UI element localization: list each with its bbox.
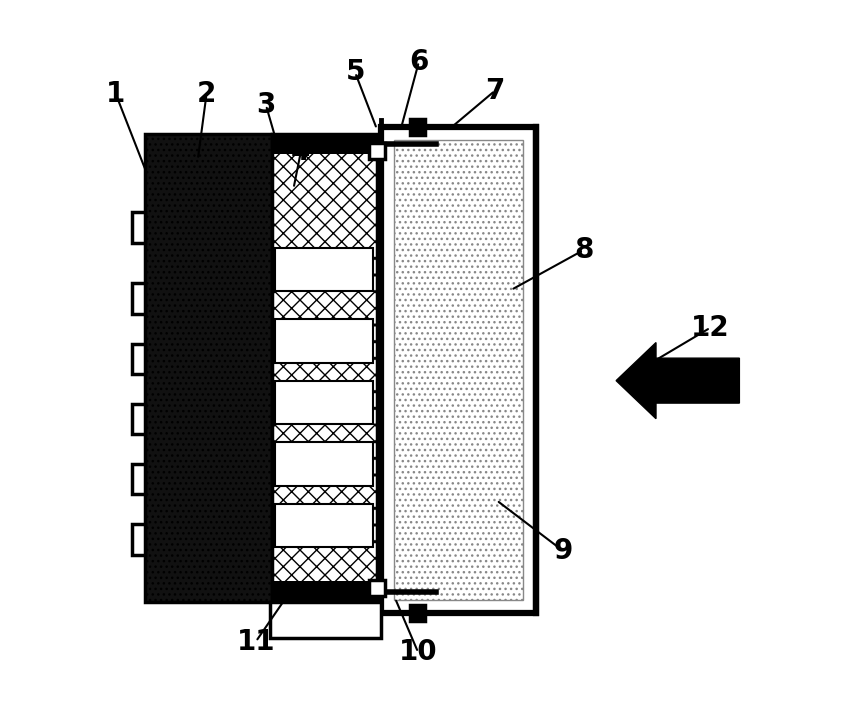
Bar — [131, 283, 145, 314]
Bar — [131, 524, 145, 555]
Bar — [271, 134, 377, 154]
Text: 1: 1 — [106, 80, 126, 108]
Text: 6: 6 — [410, 48, 428, 75]
Text: 4: 4 — [291, 138, 310, 166]
Bar — [276, 319, 373, 362]
Bar — [131, 404, 145, 434]
Text: 8: 8 — [574, 236, 594, 264]
Text: 3: 3 — [256, 91, 276, 119]
Bar — [276, 381, 373, 424]
Bar — [276, 248, 373, 291]
Bar — [131, 344, 145, 374]
Bar — [271, 581, 377, 602]
Bar — [131, 464, 145, 494]
Bar — [131, 212, 145, 243]
FancyArrow shape — [616, 343, 739, 419]
Bar — [410, 605, 426, 621]
Bar — [271, 602, 382, 638]
Text: 10: 10 — [399, 639, 438, 666]
Text: 5: 5 — [345, 59, 365, 86]
Bar — [276, 504, 373, 547]
Text: 12: 12 — [691, 314, 729, 341]
Bar — [145, 134, 271, 602]
Bar — [369, 580, 385, 596]
Text: 9: 9 — [554, 537, 573, 565]
Text: 11: 11 — [237, 628, 275, 655]
Bar — [369, 144, 385, 160]
Text: 7: 7 — [485, 77, 505, 104]
Bar — [410, 119, 426, 135]
Bar — [393, 140, 523, 600]
Text: 2: 2 — [197, 80, 216, 108]
Bar — [276, 442, 373, 486]
Bar — [271, 134, 377, 602]
Bar — [381, 127, 537, 613]
